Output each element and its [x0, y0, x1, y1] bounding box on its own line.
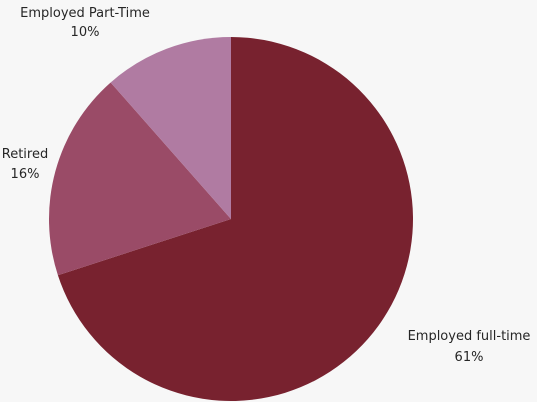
slice-label-employed-part-time: Employed Part-Time [20, 6, 150, 21]
pie-labels: Employed full-time 61% Retired 16% Emplo… [2, 6, 531, 365]
pie-slice-retired [49, 82, 232, 276]
pie-slice-employed-full-time [57, 37, 414, 401]
slice-label-employed-full-time: Employed full-time [408, 329, 531, 344]
slice-percent-employed-part-time: 10% [71, 25, 100, 40]
pie-slices [49, 37, 414, 401]
pie-slice-employed-part-time [110, 37, 231, 219]
slice-percent-retired: 16% [11, 167, 40, 182]
slice-percent-employed-full-time: 61% [455, 350, 484, 365]
slice-label-retired: Retired [2, 147, 48, 162]
